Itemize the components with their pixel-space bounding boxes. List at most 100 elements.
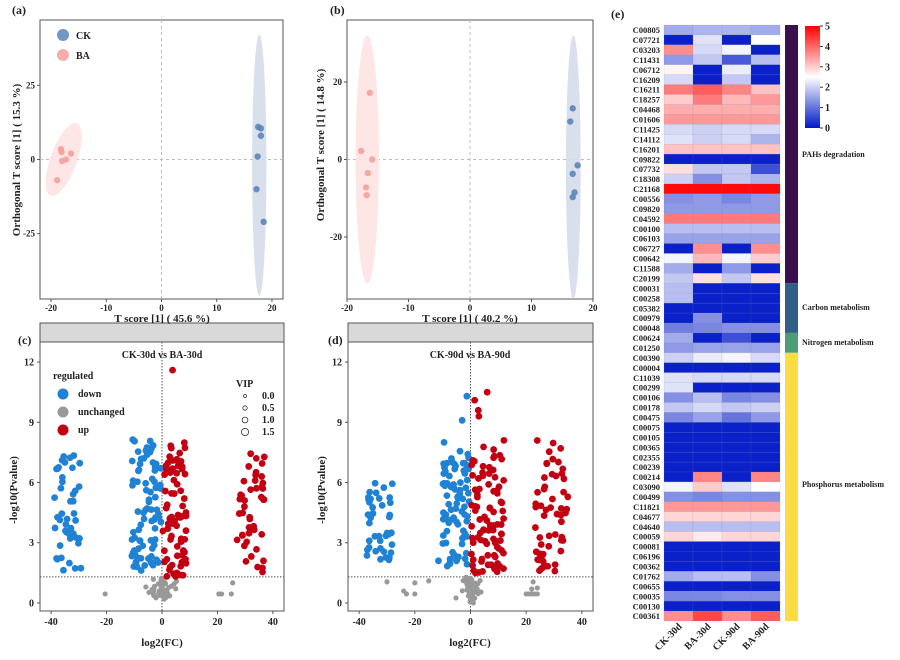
point-down [137,521,145,529]
volcano-plot-d: -40 -20 0 20 40 0 3 6 9 12 [332,322,594,628]
point-unchanged [384,579,390,585]
heatmap-cell [721,491,752,503]
y-tick-label: 20 [333,77,343,87]
point-up [490,551,498,559]
heatmap-cell [721,173,752,185]
column-label: BA-30d [683,621,714,652]
row-label: C00081 [633,542,660,552]
heatmap-cell [692,600,723,612]
point-unchanged [530,579,536,585]
heatmap-cell [663,491,694,503]
y-tick-label: -20 [330,232,342,242]
point-up [469,472,477,479]
group-label-carbon: Carbon metabolism [802,303,870,312]
heatmap-cell [663,34,694,46]
point-up [245,529,253,537]
heatmap-cell [663,581,694,592]
point-down [461,470,469,477]
x-tick-label: 10 [212,303,222,313]
heatmap-cell [692,173,723,185]
heatmap-cell [721,600,752,612]
y-tick-label: 0 [337,598,342,609]
point-down [77,564,85,572]
heatmap-cell [750,243,781,254]
heatmap-cell [663,571,694,582]
heatmap-cell [721,322,752,334]
heatmap-cell [721,511,752,522]
heatmap-cell [663,84,694,95]
heatmap-cell [721,193,752,205]
row-label: C00642 [633,254,660,264]
x-tick-label: -40 [44,617,57,628]
heatmap-cell [750,362,781,373]
heatmap-cell [663,94,694,105]
heatmap-cell [692,511,723,522]
point-ck [569,193,576,201]
panel-a-label: (a) [12,3,26,17]
heatmap-cell [663,422,694,433]
x-tick-label: 0 [468,617,473,628]
point-up [260,453,268,461]
legend-ck-swatch [57,29,69,41]
heatmap-cell [721,124,752,135]
point-down [56,542,64,549]
heatmap-cell [721,461,752,473]
colorbar-tick-label: 4 [825,42,830,53]
point-up [260,496,268,503]
colorbar-tick-label: 1 [825,103,830,114]
point-up [258,460,266,467]
point-unchanged [150,591,157,597]
point-down [378,501,386,509]
heatmap-cell [750,24,781,36]
heatmap-cell [692,372,723,383]
row-label: C11588 [633,264,660,274]
point-up [539,550,547,558]
heatmap-cell [692,253,723,264]
column-label: CK-90d [711,621,743,653]
point-down [147,552,155,560]
heatmap-cell [750,600,781,612]
point-down [365,493,372,501]
annotation-bar-segment [785,283,798,333]
heatmap-cell [721,263,752,274]
point-down [129,528,137,536]
heatmap-cell [663,332,694,344]
point-ck [569,170,576,178]
point-up [164,459,172,467]
row-label: C18257 [633,95,661,105]
point-unchanged [465,593,472,599]
heatmap-cell [663,173,694,185]
point-down [69,490,77,498]
point-down [76,459,84,467]
point-up [490,522,497,529]
heatmap-cell [721,292,752,304]
point-ba [67,150,75,157]
x-tick-label: -20 [100,617,113,628]
heatmap-cell [663,511,694,522]
heatmap-cell [721,382,752,393]
point-down [70,452,78,459]
point-unchanged [150,576,156,582]
heatmap-cell [692,521,723,532]
row-label: C01762 [633,571,660,581]
heatmap-cell [750,501,781,512]
point-up [498,530,505,538]
heatmap-cell [663,153,694,165]
point-up [491,565,498,573]
annotation-bar-segment [785,352,798,621]
row-label: C00035 [633,591,660,601]
heatmap-cell [721,213,752,224]
heatmap-cell [692,94,723,105]
point-down [147,506,155,513]
point-up [555,458,562,466]
annotation-bar-segment [785,332,798,353]
heatmap-cell [750,74,781,85]
point-up [541,474,548,481]
point-up [483,388,491,396]
point-down [365,519,373,527]
colorbar-tick-label: 5 [825,22,830,33]
heatmap-cell [721,541,752,552]
heatmap-cell [692,153,723,165]
point-ba [58,157,66,165]
point-up [161,487,169,495]
